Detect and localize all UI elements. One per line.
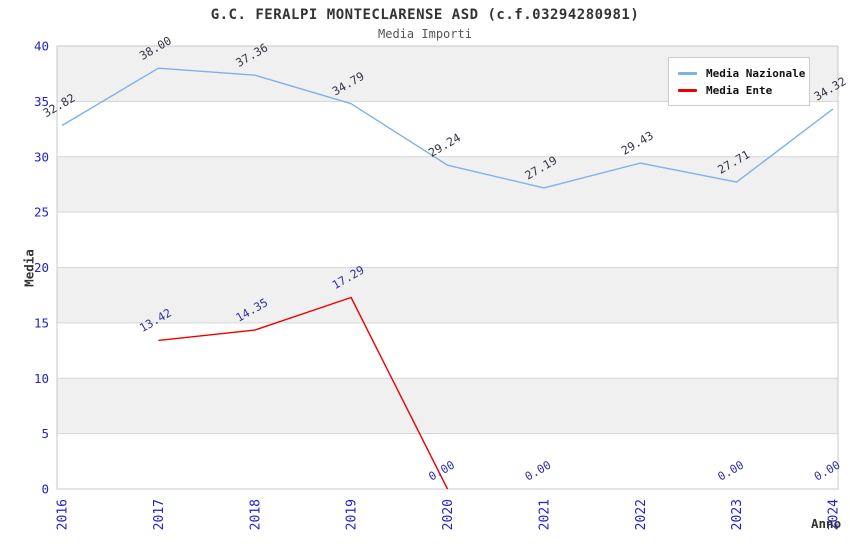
data-label: 29.43	[619, 128, 656, 157]
y-tick-label: 5	[41, 426, 49, 441]
y-tick-label: 0	[41, 482, 49, 497]
legend-label-nazionale: Media Nazionale	[706, 67, 806, 80]
x-tick-label: 2018	[248, 499, 263, 530]
grid-band	[57, 267, 838, 323]
y-tick-label: 10	[34, 371, 49, 386]
chart-subtitle: Media Importi	[378, 27, 472, 41]
y-tick-label: 35	[34, 94, 49, 109]
x-tick-label: 2022	[634, 499, 649, 530]
y-axis-title: Media	[21, 249, 37, 287]
x-tick-label: 2016	[56, 499, 71, 530]
x-tick-label: 2020	[441, 499, 456, 530]
data-label: 29.24	[426, 130, 463, 159]
line-swatch-ente-icon	[678, 89, 697, 92]
x-tick-label: 2019	[345, 499, 360, 530]
y-tick-label: 25	[34, 205, 49, 220]
x-tick-label: 2021	[537, 499, 552, 530]
x-tick-label: 2017	[152, 499, 167, 530]
x-tick-label: 2024	[827, 499, 842, 530]
chart-title: G.C. FERALPI MONTECLARENSE ASD (c.f.0329…	[210, 7, 640, 23]
y-tick-label: 15	[34, 315, 49, 330]
y-tick-label: 30	[34, 149, 49, 164]
x-axis-title: Anno	[811, 516, 842, 531]
data-label: 0.00	[426, 458, 457, 484]
legend: Media Nazionale Media Ente	[668, 57, 810, 106]
data-label: 0.00	[522, 458, 553, 484]
y-tick-label: 40	[34, 39, 49, 54]
data-label: 0.00	[715, 458, 746, 484]
line-swatch-nazionale-icon	[678, 72, 697, 75]
series-line-media-ente	[158, 296, 449, 490]
legend-item-media-nazionale[interactable]: Media Nazionale	[678, 67, 805, 80]
legend-label-ente: Media Ente	[706, 84, 773, 97]
grid-band	[57, 378, 838, 434]
legend-item-media-ente[interactable]: Media Ente	[678, 84, 800, 97]
y-tick-label: 20	[34, 260, 49, 275]
grid-band	[57, 156, 838, 213]
series-line-media-nazionale	[61, 67, 834, 189]
x-tick-label: 2023	[730, 499, 745, 530]
